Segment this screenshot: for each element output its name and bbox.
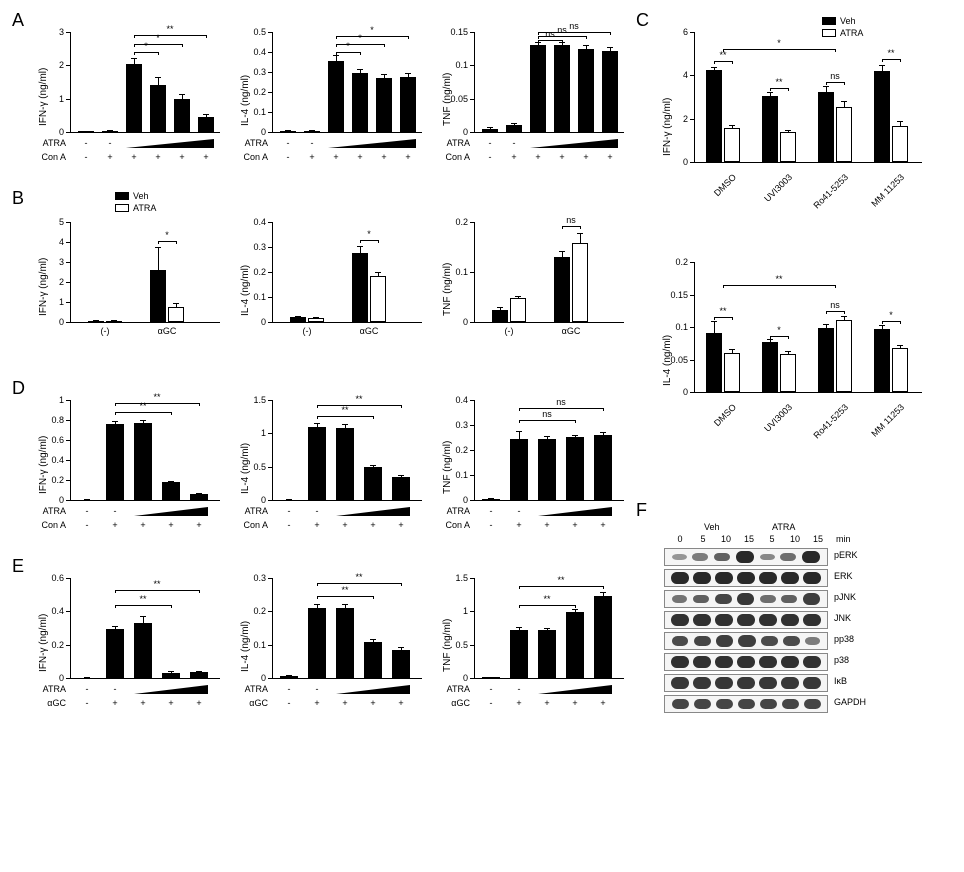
blot-row: pJNK bbox=[664, 590, 874, 608]
panel-label-b: B bbox=[12, 188, 24, 209]
panel-label-a: A bbox=[12, 10, 24, 31]
panel-f-blots: VehATRA05101551015minpERKERKpJNKJNKpp38p… bbox=[664, 522, 874, 716]
blot-row: JNK bbox=[664, 611, 874, 629]
blot-row: p38 bbox=[664, 653, 874, 671]
blot-row: IκB bbox=[664, 674, 874, 692]
blot-label: IκB bbox=[834, 676, 847, 686]
blot-label: pJNK bbox=[834, 592, 856, 602]
panel-label-d: D bbox=[12, 378, 25, 399]
blot-label: JNK bbox=[834, 613, 851, 623]
panel-label-e: E bbox=[12, 556, 24, 577]
blot-row: pp38 bbox=[664, 632, 874, 650]
legend-b: Veh ATRA bbox=[115, 191, 156, 213]
panel-label-f: F bbox=[636, 500, 647, 521]
blot-row: ERK bbox=[664, 569, 874, 587]
blot-row: GAPDH bbox=[664, 695, 874, 713]
blot-label: ERK bbox=[834, 571, 853, 581]
blot-row: pERK bbox=[664, 548, 874, 566]
blot-label: p38 bbox=[834, 655, 849, 665]
blot-label: pp38 bbox=[834, 634, 854, 644]
panel-label-c: C bbox=[636, 10, 649, 31]
blot-label: pERK bbox=[834, 550, 858, 560]
blot-label: GAPDH bbox=[834, 697, 866, 707]
